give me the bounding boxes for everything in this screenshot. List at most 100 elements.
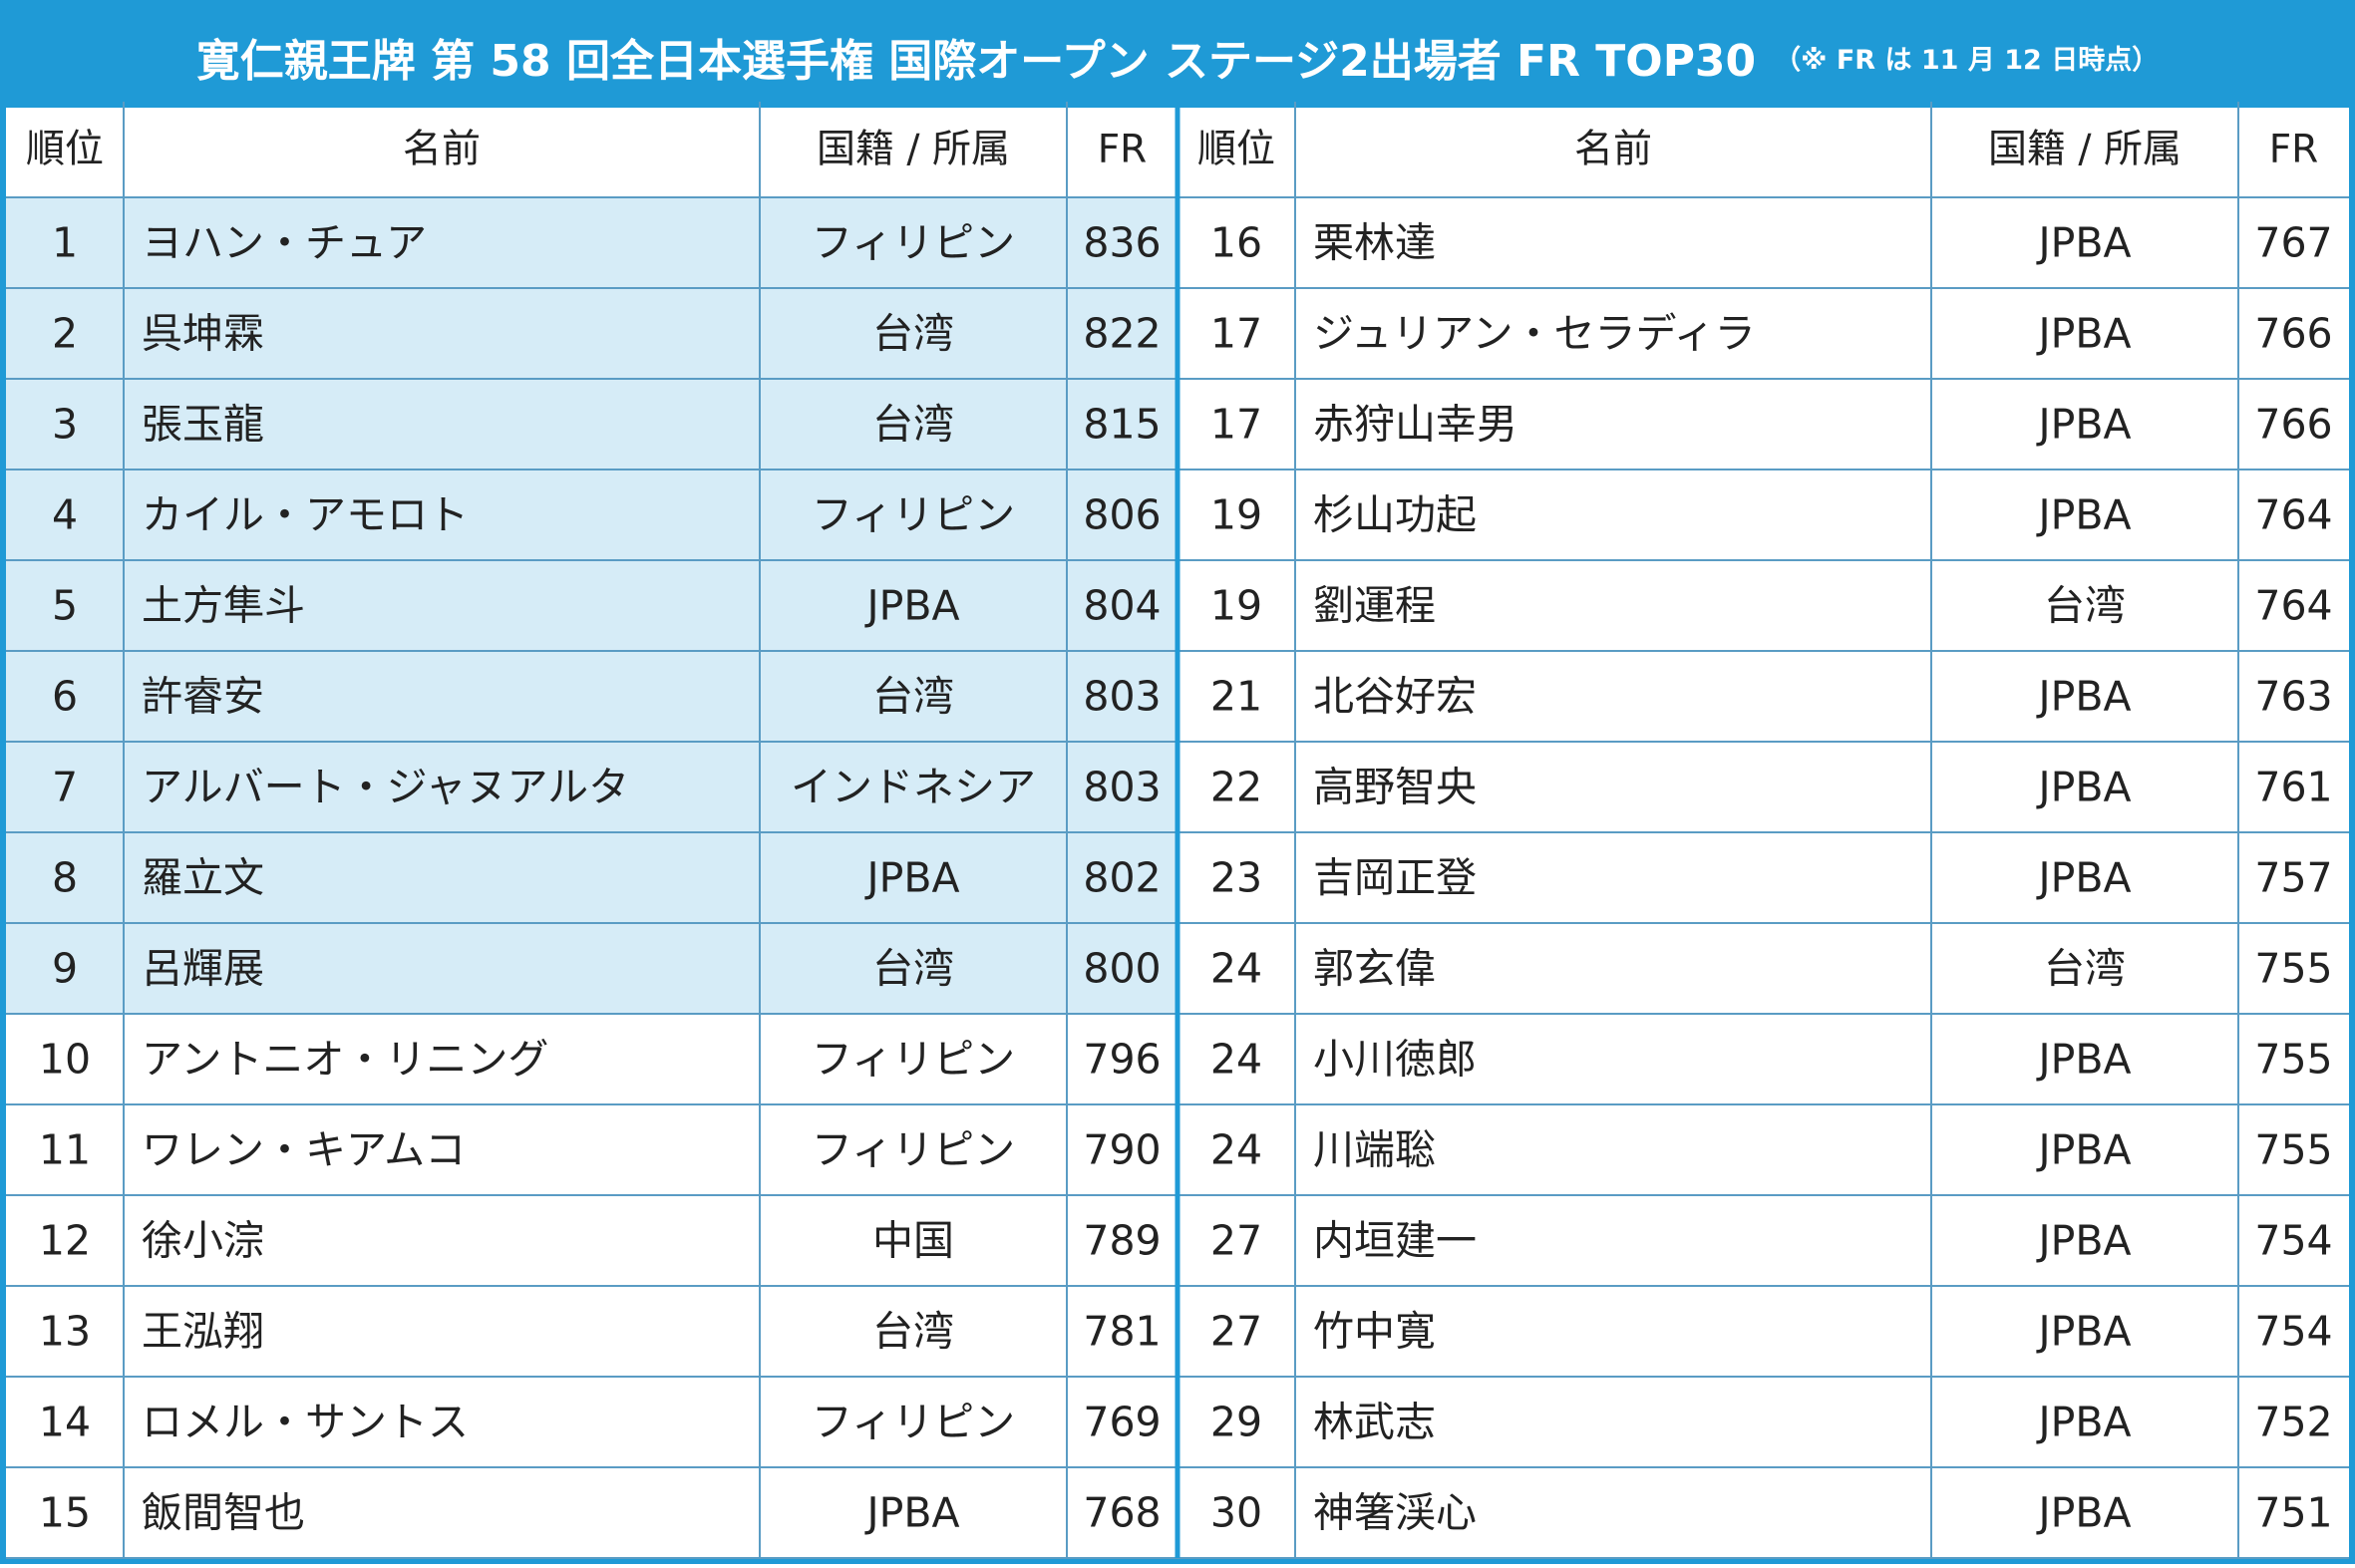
- cell-affiliation: JPBA: [864, 582, 960, 630]
- highlight-row-bg: [6, 742, 1178, 832]
- cell-affiliation: インドネシア: [791, 764, 1036, 811]
- cell-fr: 766: [2254, 401, 2332, 449]
- cell-affiliation: 台湾: [872, 945, 954, 993]
- cell-rank: 9: [52, 945, 78, 993]
- cell-affiliation: 台湾: [2044, 945, 2126, 993]
- header-affiliation: 国籍 / 所属: [1988, 128, 2182, 172]
- cell-fr: 804: [1083, 582, 1161, 630]
- cell-rank: 23: [1210, 854, 1262, 902]
- cell-name: 王泓翔: [142, 1308, 264, 1356]
- cell-fr: 836: [1083, 219, 1161, 267]
- cell-name: 神箸渓心: [1313, 1489, 1477, 1537]
- cell-fr: 796: [1083, 1036, 1161, 1084]
- cell-affiliation: 台湾: [872, 1308, 954, 1356]
- cell-name: アルバート・ジャヌアルタ: [142, 764, 629, 811]
- cell-rank: 16: [1210, 219, 1262, 267]
- cell-fr: 781: [1083, 1308, 1161, 1356]
- cell-name: 小川徳郎: [1313, 1036, 1477, 1084]
- highlight-row-bg: [6, 197, 1178, 288]
- cell-affiliation: フィリピン: [812, 491, 1015, 539]
- cell-fr: 766: [2254, 310, 2332, 358]
- cell-name: 栗林達: [1313, 219, 1436, 267]
- header-fr: FR: [2269, 128, 2319, 172]
- cell-rank: 24: [1210, 1126, 1262, 1174]
- cell-rank: 5: [52, 582, 78, 630]
- cell-affiliation: JPBA: [2036, 673, 2132, 721]
- cell-affiliation: フィリピン: [812, 1399, 1015, 1446]
- header-name: 名前: [403, 128, 481, 172]
- cell-name: 土方隼斗: [142, 582, 305, 630]
- header-affiliation: 国籍 / 所属: [817, 128, 1010, 172]
- cell-fr: 768: [1083, 1489, 1161, 1537]
- cell-name: 劉運程: [1313, 582, 1436, 630]
- cell-rank: 27: [1210, 1217, 1262, 1265]
- cell-name: 許睿安: [142, 673, 264, 721]
- title-note: （※ FR は 11 月 12 日時点）: [1774, 44, 2160, 76]
- cell-name: ヨハン・チュア: [142, 219, 427, 267]
- cell-rank: 14: [39, 1399, 91, 1446]
- cell-fr: 764: [2254, 491, 2332, 539]
- cell-name: 吉岡正登: [1313, 854, 1477, 902]
- cell-name: 飯間智也: [142, 1489, 305, 1537]
- cell-name: 郭玄偉: [1313, 945, 1436, 993]
- chart-title: 寛仁親王牌 第 58 回全日本選手権 国際オープン ステージ2出場者 FR TO…: [195, 36, 1757, 87]
- cell-fr: 755: [2254, 945, 2332, 993]
- cell-name: 林武志: [1313, 1399, 1436, 1446]
- cell-affiliation: 台湾: [2044, 582, 2126, 630]
- cell-fr: 752: [2254, 1399, 2332, 1446]
- cell-affiliation: JPBA: [2036, 764, 2132, 811]
- cell-affiliation: JPBA: [2036, 1126, 2132, 1174]
- cell-rank: 10: [39, 1036, 91, 1084]
- cell-rank: 7: [52, 764, 78, 811]
- cell-name: 呂輝展: [142, 945, 264, 993]
- cell-fr: 754: [2254, 1217, 2332, 1265]
- cell-name: 張玉龍: [142, 401, 264, 449]
- cell-rank: 24: [1210, 1036, 1262, 1084]
- cell-fr: 754: [2254, 1308, 2332, 1356]
- cell-name: 徐小淙: [142, 1217, 264, 1265]
- header-rank: 順位: [1197, 128, 1275, 172]
- cell-rank: 27: [1210, 1308, 1262, 1356]
- cell-rank: 21: [1210, 673, 1262, 721]
- cell-name: 高野智央: [1313, 764, 1477, 811]
- header-fr: FR: [1098, 128, 1148, 172]
- cell-rank: 19: [1210, 491, 1262, 539]
- cell-affiliation: JPBA: [2036, 1489, 2132, 1537]
- cell-name: 呉坤霖: [142, 310, 264, 358]
- cell-fr: 767: [2254, 219, 2332, 267]
- cell-fr: 802: [1083, 854, 1161, 902]
- cell-fr: 803: [1083, 673, 1161, 721]
- cell-affiliation: フィリピン: [812, 1036, 1015, 1084]
- highlight-row-bg: [6, 923, 1178, 1014]
- highlight-row-bg: [6, 288, 1178, 379]
- highlight-row-bg: [6, 560, 1178, 651]
- cell-fr: 761: [2254, 764, 2332, 811]
- cell-affiliation: JPBA: [2036, 1217, 2132, 1265]
- cell-fr: 803: [1083, 764, 1161, 811]
- cell-name: 羅立文: [142, 854, 264, 902]
- highlight-row-bg: [6, 379, 1178, 470]
- cell-affiliation: JPBA: [2036, 854, 2132, 902]
- cell-rank: 4: [52, 491, 78, 539]
- cell-rank: 17: [1210, 401, 1262, 449]
- cell-name: 赤狩山幸男: [1313, 401, 1517, 449]
- cell-affiliation: 台湾: [872, 673, 954, 721]
- cell-affiliation: フィリピン: [812, 1126, 1015, 1174]
- cell-rank: 22: [1210, 764, 1262, 811]
- cell-rank: 24: [1210, 945, 1262, 993]
- highlight-row-bg: [6, 470, 1178, 560]
- header-name: 名前: [1574, 128, 1652, 172]
- cell-fr: 790: [1083, 1126, 1161, 1174]
- highlight-row-bg: [6, 832, 1178, 923]
- cell-affiliation: JPBA: [864, 1489, 960, 1537]
- cell-affiliation: フィリピン: [812, 219, 1015, 267]
- highlight-row-bg: [6, 651, 1178, 742]
- cell-rank: 29: [1210, 1399, 1262, 1446]
- cell-rank: 2: [52, 310, 78, 358]
- cell-rank: 3: [52, 401, 78, 449]
- title-bar: 寛仁親王牌 第 58 回全日本選手権 国際オープン ステージ2出場者 FR TO…: [6, 6, 2349, 108]
- cell-fr: 789: [1083, 1217, 1161, 1265]
- cell-name: ワレン・キアムコ: [142, 1126, 466, 1174]
